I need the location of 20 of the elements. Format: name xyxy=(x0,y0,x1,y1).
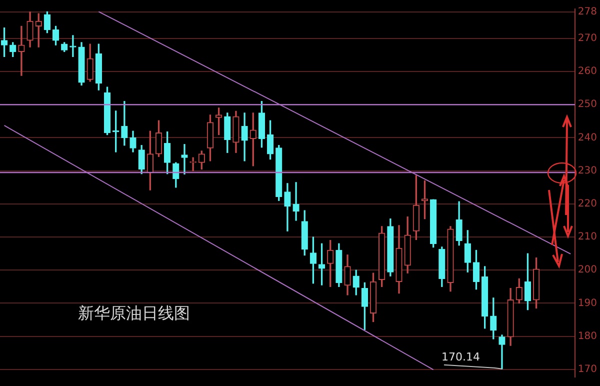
candlestick xyxy=(498,334,506,370)
y-tick-label: 240 xyxy=(578,132,598,144)
y-tick-label: 230 xyxy=(578,165,598,176)
y-tick-label: 260 xyxy=(578,66,598,78)
y-tick-label: 170 xyxy=(578,364,598,375)
y-tick-label: 190 xyxy=(578,298,598,309)
y-tick-label: 270 xyxy=(578,33,598,44)
candlestick xyxy=(292,182,300,221)
candlestick xyxy=(18,26,25,76)
candlestick xyxy=(70,35,76,57)
candlestick xyxy=(181,144,188,174)
text: 新华原油日线图 xyxy=(78,304,190,323)
candlestick xyxy=(190,157,196,172)
y-tick-label: 200 xyxy=(578,264,598,276)
y-tick-label: 278 xyxy=(578,6,598,18)
y-tick-label: 220 xyxy=(578,198,598,210)
y-tick-label: 180 xyxy=(578,330,598,342)
y-tick-label: 210 xyxy=(578,232,598,243)
y-tick-label: 250 xyxy=(578,99,598,110)
annotation: 170.14 xyxy=(441,350,480,364)
